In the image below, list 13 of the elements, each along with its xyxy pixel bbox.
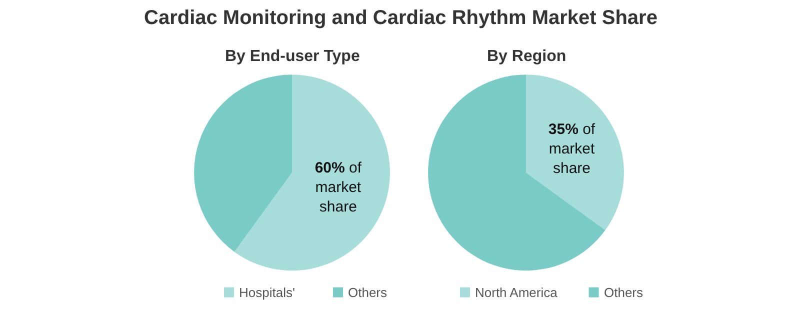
pie-slice [234, 74, 390, 271]
pie-slice [194, 74, 292, 252]
pie-slice [428, 74, 606, 270]
data-label: 60% of market share [314, 160, 362, 216]
chart-subtitle: By End-user Type [225, 48, 360, 65]
legend-label: Others [604, 285, 644, 300]
legend-label: North America [475, 285, 558, 300]
pie-slice [526, 74, 624, 230]
data-label: 35% of market share [548, 121, 596, 178]
legend-label: Hospitals' [239, 285, 295, 300]
chart-title: Cardiac Monitoring and Cardiac Rhythm Market Share [144, 7, 658, 29]
legend-label: Others [348, 285, 388, 300]
chart-subtitle: By Region [487, 48, 566, 65]
